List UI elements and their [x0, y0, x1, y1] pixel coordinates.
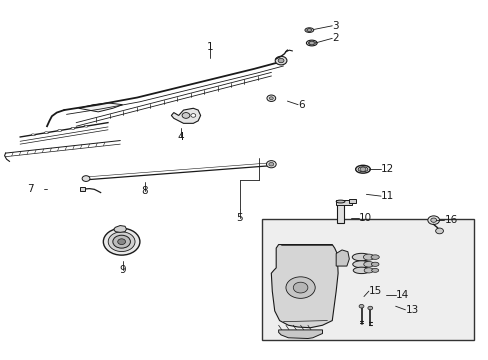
Circle shape [435, 228, 443, 234]
Ellipse shape [352, 261, 369, 268]
Circle shape [367, 306, 372, 310]
Ellipse shape [371, 269, 378, 272]
Ellipse shape [103, 228, 140, 255]
Circle shape [190, 114, 195, 117]
Ellipse shape [370, 262, 378, 266]
Text: 13: 13 [405, 305, 418, 315]
Circle shape [266, 161, 276, 168]
Circle shape [309, 41, 314, 45]
Circle shape [427, 216, 439, 225]
Ellipse shape [308, 41, 315, 45]
Text: 14: 14 [395, 291, 408, 301]
Ellipse shape [335, 200, 344, 203]
Ellipse shape [306, 40, 317, 46]
Polygon shape [171, 108, 200, 123]
Text: 10: 10 [358, 213, 371, 222]
Polygon shape [348, 199, 355, 203]
Text: 5: 5 [236, 213, 243, 222]
Polygon shape [335, 200, 351, 205]
Text: 2: 2 [331, 33, 338, 43]
Polygon shape [79, 103, 122, 112]
Circle shape [275, 56, 286, 65]
Ellipse shape [370, 255, 379, 259]
Ellipse shape [352, 267, 369, 274]
Text: 8: 8 [141, 186, 147, 196]
Ellipse shape [363, 261, 373, 267]
Text: 7: 7 [27, 184, 34, 194]
Polygon shape [114, 226, 126, 232]
Ellipse shape [357, 167, 367, 172]
Circle shape [82, 176, 90, 181]
Ellipse shape [58, 130, 61, 131]
Ellipse shape [355, 165, 369, 173]
Ellipse shape [108, 232, 135, 252]
Polygon shape [336, 202, 344, 223]
Text: 3: 3 [331, 21, 338, 31]
Text: 1: 1 [206, 42, 213, 52]
Circle shape [266, 95, 275, 102]
Text: 15: 15 [368, 286, 381, 296]
Circle shape [293, 282, 307, 293]
FancyBboxPatch shape [261, 220, 473, 339]
Text: 9: 9 [119, 265, 125, 275]
Circle shape [269, 97, 273, 100]
Ellipse shape [31, 134, 35, 136]
Text: 12: 12 [380, 164, 393, 174]
Circle shape [358, 305, 363, 308]
Polygon shape [335, 250, 348, 266]
Ellipse shape [44, 132, 48, 134]
Text: 11: 11 [380, 191, 393, 201]
Ellipse shape [71, 127, 75, 129]
Polygon shape [278, 330, 322, 338]
Circle shape [113, 235, 130, 248]
Circle shape [430, 218, 436, 222]
Ellipse shape [351, 253, 370, 261]
Ellipse shape [306, 29, 311, 32]
Polygon shape [271, 244, 337, 328]
Circle shape [359, 167, 365, 171]
Ellipse shape [364, 268, 373, 273]
Text: 6: 6 [298, 100, 304, 110]
Circle shape [285, 277, 315, 298]
Ellipse shape [305, 28, 313, 32]
Ellipse shape [363, 254, 373, 260]
Circle shape [268, 162, 273, 166]
Text: 16: 16 [444, 215, 457, 225]
Text: 4: 4 [178, 132, 184, 142]
Circle shape [118, 239, 125, 244]
Ellipse shape [84, 125, 88, 127]
Circle shape [307, 29, 311, 32]
Circle shape [182, 113, 189, 118]
Polygon shape [80, 187, 85, 191]
Circle shape [278, 58, 284, 63]
